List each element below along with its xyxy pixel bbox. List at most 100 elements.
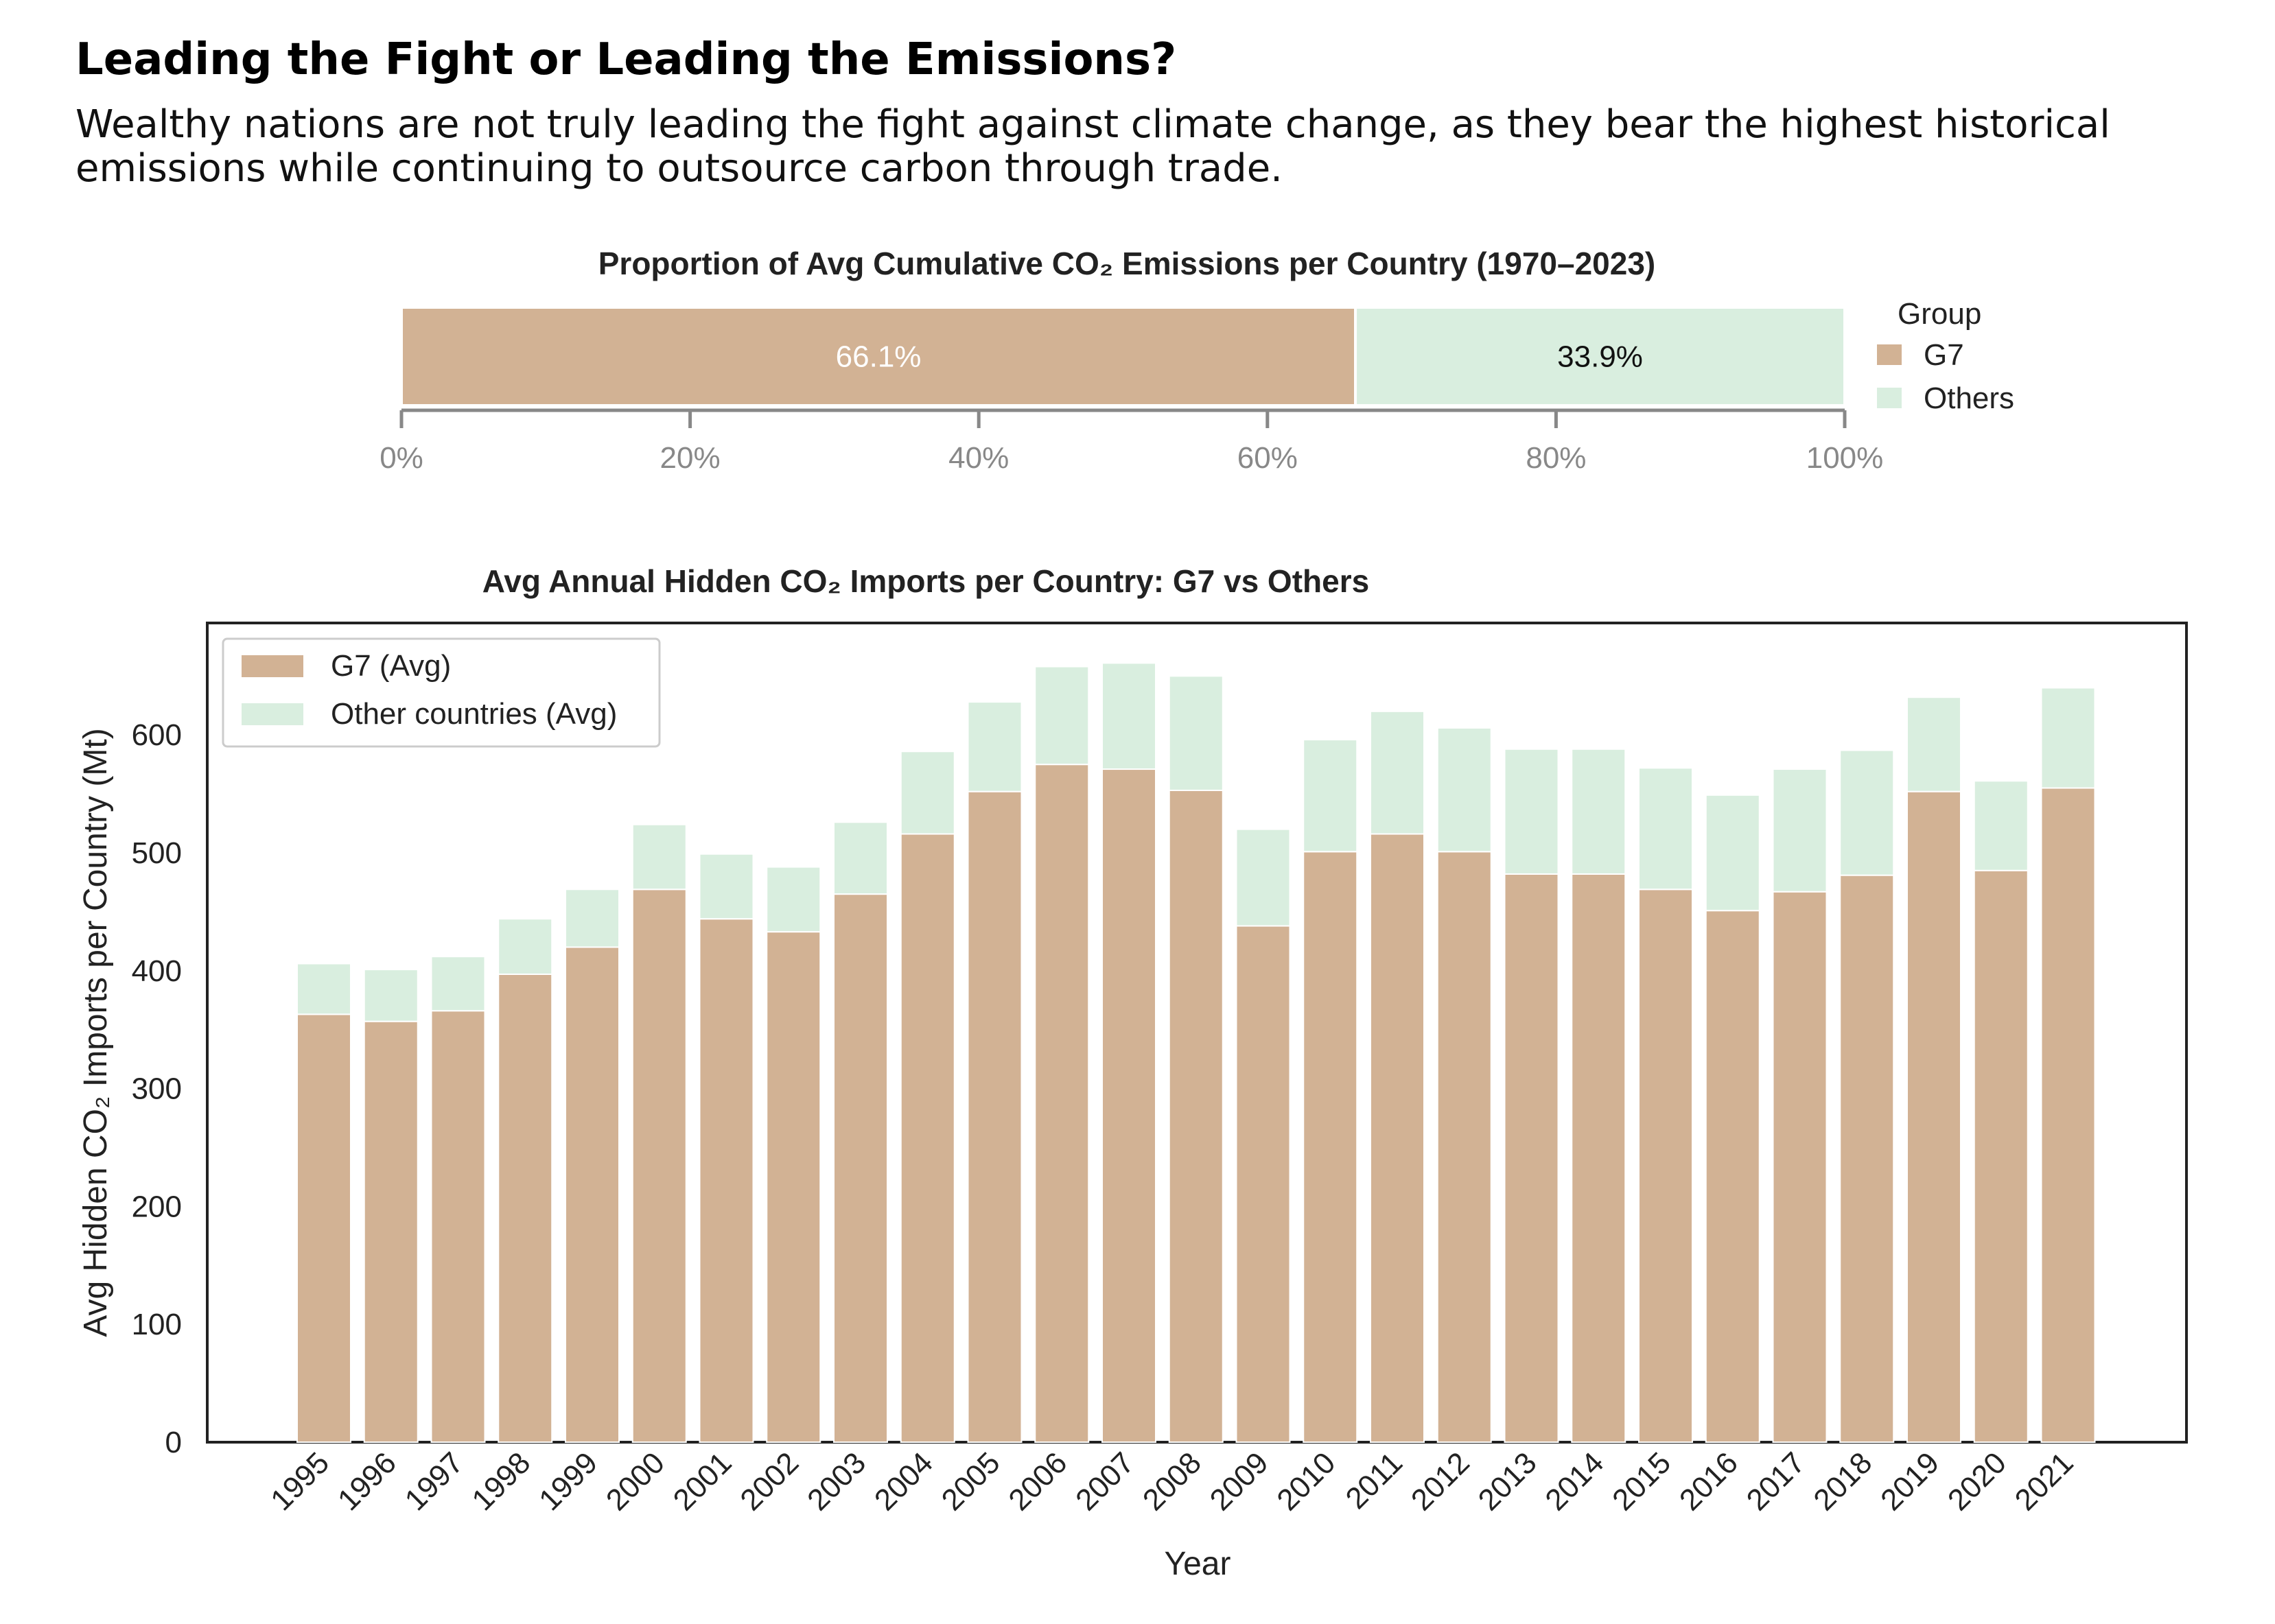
bar-others-2011 [1370,710,1425,835]
legend-swatch-g7 [1877,344,1902,365]
proportion-x-tick-label: 20% [660,441,721,475]
bar-others-2013 [1504,748,1559,875]
bar-others-2009 [1235,828,1291,927]
x-tick-label: 2009 [1204,1446,1275,1517]
bar-others-2008 [1168,675,1224,791]
bar-others-2003 [833,821,888,895]
bar-g7-2007 [1101,768,1156,1444]
y-tick-label: 200 [132,1190,182,1223]
bar-others-2004 [900,751,955,835]
legend-label-others-avg: Other countries (Avg) [331,697,617,731]
bar-others-2014 [1571,748,1626,875]
x-tick-label: 2002 [734,1446,805,1517]
x-tick-label: 2010 [1270,1446,1342,1517]
x-tick-label: 2013 [1472,1446,1543,1517]
bar-others-2012 [1436,727,1492,853]
bar-g7-2020 [1973,869,2029,1443]
y-tick-label: 500 [132,836,182,870]
x-tick-label: 2017 [1740,1446,1812,1517]
bar-g7-1999 [565,946,620,1443]
bar-g7-1998 [498,973,553,1443]
x-tick-label: 2008 [1136,1446,1208,1517]
legend-box [222,637,661,748]
imports-chart-title: Avg Annual Hidden CO₂ Imports per Countr… [482,563,1369,599]
bar-others-1999 [565,889,620,948]
x-tick-label: 2001 [667,1446,738,1517]
y-tick-label: 100 [132,1308,182,1341]
y-tick-label: 0 [165,1426,182,1459]
bar-others-2016 [1705,794,1760,912]
bar-others-2010 [1303,739,1358,853]
proportion-bar-others [1354,306,1846,407]
proportion-label-others: 33.9% [1557,340,1643,374]
bar-g7-2019 [1906,790,1961,1444]
bar-g7-2018 [1839,874,1895,1443]
x-tick-label: 2006 [1002,1446,1073,1517]
x-tick-label: 2000 [600,1446,671,1517]
y-tick-label: 600 [132,718,182,752]
bar-others-1998 [498,918,553,975]
proportion-x-tick-label: 100% [1806,441,1884,475]
y-tick-label: 400 [132,954,182,988]
x-axis-label: Year [1165,1546,1231,1582]
x-tick-label: 1997 [399,1446,470,1517]
bar-others-2020 [1973,780,2029,871]
proportion-x-tick-label: 60% [1237,441,1298,475]
bar-others-2007 [1101,662,1156,770]
bar-g7-2003 [833,893,888,1443]
x-tick-label: 2018 [1807,1446,1878,1517]
bar-others-2001 [699,853,754,920]
bar-g7-2005 [967,790,1023,1444]
bar-g7-2017 [1772,891,1828,1443]
bar-others-1996 [363,969,419,1022]
bar-g7-1996 [363,1020,419,1443]
bar-g7-2010 [1303,851,1358,1443]
proportion-x-tick-label: 80% [1526,441,1586,475]
bar-others-2018 [1839,749,1895,876]
legend-label-others: Others [1924,381,2014,415]
x-tick-label: 1998 [465,1446,537,1517]
bar-others-2019 [1906,696,1961,792]
page-title: Leading the Fight or Leading the Emissio… [75,34,1177,85]
x-tick-label: 2020 [1941,1446,2013,1517]
x-tick-label: 2012 [1405,1446,1476,1517]
bar-g7-2016 [1705,910,1760,1443]
proportion-x-tick-label: 0% [380,441,423,475]
bar-others-2021 [2040,687,2096,789]
legend-swatch-others-avg [242,703,303,725]
x-tick-label: 1999 [533,1446,604,1517]
legend-label-g7: G7 [1924,338,1964,372]
bar-g7-2009 [1235,925,1291,1444]
bar-g7-2006 [1034,764,1090,1444]
bar-g7-2013 [1504,873,1559,1443]
bar-g7-2000 [631,889,687,1443]
bar-others-1997 [430,956,486,1012]
bar-g7-2008 [1168,789,1224,1443]
x-tick-label: 2016 [1673,1446,1745,1517]
x-tick-label: 2015 [1606,1446,1677,1517]
legend-label-g7-avg: G7 (Avg) [331,649,451,683]
proportion-x-tick-label: 40% [948,441,1009,475]
bar-g7-2014 [1571,873,1626,1443]
bar-g7-2001 [699,918,754,1443]
bar-g7-2004 [900,833,955,1443]
bar-g7-1997 [430,1010,486,1443]
y-tick-label: 300 [132,1072,182,1106]
x-tick-label: 2021 [2009,1446,2080,1517]
x-tick-label: 2007 [1069,1446,1141,1517]
bar-g7-2012 [1436,851,1492,1443]
bar-others-2015 [1638,767,1693,891]
x-tick-label: 2005 [935,1446,1007,1517]
y-axis-label: Avg Hidden CO₂ Imports per Country (Mt) [78,728,114,1337]
x-tick-label: 2011 [1340,1446,1410,1516]
bar-others-2005 [967,701,1023,792]
bar-others-1995 [296,963,351,1015]
bar-others-2006 [1034,666,1090,766]
bar-others-2000 [631,823,687,891]
x-tick-label: 2003 [801,1446,872,1517]
bar-g7-2002 [766,931,821,1443]
legend-swatch-g7-avg [242,655,303,677]
proportion-chart-title: Proportion of Avg Cumulative CO₂ Emissio… [598,246,1655,281]
imports-legend: G7 (Avg) Other countries (Avg) [222,637,661,748]
x-tick-label: 1996 [331,1446,403,1517]
